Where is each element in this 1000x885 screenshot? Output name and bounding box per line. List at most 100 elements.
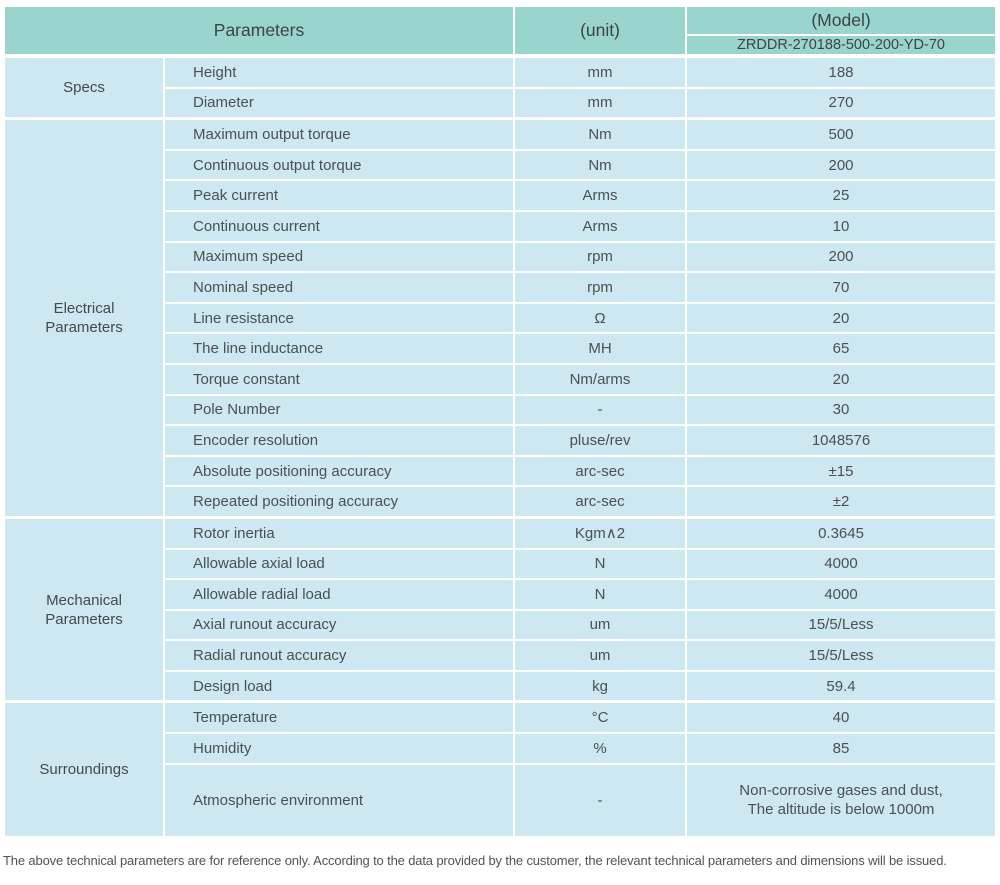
value-cell: 188 <box>685 55 998 89</box>
param-name-cell: Line resistance <box>162 301 516 335</box>
value-line-2: The altitude is below 1000m <box>747 801 935 819</box>
section-label-surroundings: Surroundings <box>3 700 165 838</box>
value-cell: 15/5/Less <box>685 608 998 642</box>
value-cell: ±15 <box>685 454 998 488</box>
param-name-cell: Nominal speed <box>162 271 516 304</box>
table-row: Allowable radial load N 4000 <box>4 578 998 611</box>
table-row: Radial runout accuracy um 15/5/Less <box>4 639 998 672</box>
value-cell: 200 <box>685 240 998 274</box>
param-name-cell: Axial runout accuracy <box>162 608 516 642</box>
unit-cell: um <box>513 639 688 672</box>
table-header: Parameters (unit) (Model) ZRDDR-270188-5… <box>2 5 998 58</box>
section-label-specs: Specs <box>3 55 165 120</box>
unit-cell: mm <box>513 86 688 120</box>
table-row: Peak current Arms 25 <box>4 179 998 212</box>
table-row: Continuous output torque Nm 200 <box>4 148 998 182</box>
value-cell: 10 <box>685 209 998 243</box>
param-name-cell: Continuous current <box>162 209 516 243</box>
param-name-cell: Temperature <box>162 700 516 735</box>
unit-cell: N <box>513 578 688 611</box>
value-cell: ±2 <box>685 485 998 519</box>
unit-cell: Kgm∧2 <box>513 515 688 550</box>
param-name-cell: Allowable axial load <box>162 547 516 581</box>
table-body: Specs Height mm 188 Diameter mm 270 Elec… <box>3 55 998 838</box>
unit-cell: kg <box>513 669 688 703</box>
header-row-1: Parameters (unit) (Model) <box>2 5 998 58</box>
unit-cell: Nm <box>513 148 688 182</box>
param-name-cell: Atmospheric environment <box>162 762 516 838</box>
value-cell: 20 <box>685 362 998 396</box>
footer-note: The above technical parameters are for r… <box>3 852 947 868</box>
value-cell: 70 <box>685 271 998 304</box>
table-row: The line inductance MH 65 <box>4 332 998 365</box>
unit-cell: Nm <box>513 117 688 151</box>
table-row: Surroundings Temperature °C 40 <box>3 700 998 838</box>
table-row: Diameter mm 270 <box>4 86 998 120</box>
table-row: Design load kg 59.4 <box>4 669 998 703</box>
param-name-cell: Encoder resolution <box>162 424 516 457</box>
value-cell: 1048576 <box>685 424 998 457</box>
unit-cell: MH <box>513 332 688 365</box>
param-name-cell: The line inductance <box>162 332 516 365</box>
unit-cell: % <box>513 732 688 765</box>
unit-cell: mm <box>513 55 688 89</box>
table-row: Allowable axial load N 4000 <box>4 547 998 581</box>
unit-cell: rpm <box>513 240 688 274</box>
header-model-number: ZRDDR-270188-500-200-YD-70 <box>685 34 998 58</box>
value-cell: 30 <box>685 393 998 427</box>
value-cell: 20 <box>685 301 998 335</box>
param-name-cell: Allowable radial load <box>162 578 516 611</box>
table-row: Torque constant Nm/arms 20 <box>4 362 998 396</box>
table-row: Specs Height mm 188 <box>3 55 998 120</box>
unit-cell: - <box>513 762 688 838</box>
unit-cell: Arms <box>513 179 688 212</box>
value-cell: 15/5/Less <box>685 639 998 672</box>
unit-cell: N <box>513 547 688 581</box>
unit-cell: um <box>513 608 688 642</box>
header-model: (Model) <box>685 5 998 36</box>
param-name-cell: Maximum output torque <box>162 117 516 151</box>
value-cell: 0.3645 <box>685 515 998 550</box>
value-cell: 200 <box>685 148 998 182</box>
table-row: Pole Number - 30 <box>4 393 998 427</box>
unit-cell: pluse/rev <box>513 424 688 457</box>
param-name-cell: Maximum speed <box>162 240 516 274</box>
param-name-cell: Rotor inertia <box>162 515 516 550</box>
table-row: Nominal speed rpm 70 <box>4 271 998 304</box>
value-cell: Non-corrosive gases and dust, The altitu… <box>685 762 998 838</box>
table-row: Atmospheric environment - Non-corrosive … <box>4 762 998 838</box>
section-label-electrical-parameters: Electrical Parameters <box>3 117 165 519</box>
param-name-cell: Height <box>162 55 516 89</box>
param-name-cell: Diameter <box>162 86 516 120</box>
table-row: Continuous current Arms 10 <box>4 209 998 243</box>
table-row: Mechanical Parameters Rotor inertia Kgm∧… <box>3 515 998 703</box>
param-name-cell: Torque constant <box>162 362 516 396</box>
param-name-cell: Radial runout accuracy <box>162 639 516 672</box>
table-row: Humidity % 85 <box>4 732 998 765</box>
param-name-cell: Pole Number <box>162 393 516 427</box>
table-row: Maximum speed rpm 200 <box>4 240 998 274</box>
value-cell: 59.4 <box>685 669 998 703</box>
value-cell: 270 <box>685 86 998 120</box>
value-cell: 25 <box>685 179 998 212</box>
table-row: Absolute positioning accuracy arc-sec ±1… <box>4 454 998 488</box>
value-cell: 65 <box>685 332 998 365</box>
unit-cell: rpm <box>513 271 688 304</box>
spec-table: Parameters (unit) (Model) ZRDDR-270188-5… <box>2 5 998 838</box>
param-name-cell: Humidity <box>162 732 516 765</box>
table-row: Repeated positioning accuracy arc-sec ±2 <box>4 485 998 519</box>
unit-cell: Arms <box>513 209 688 243</box>
unit-cell: arc-sec <box>513 454 688 488</box>
unit-cell: - <box>513 393 688 427</box>
table-row: Axial runout accuracy um 15/5/Less <box>4 608 998 642</box>
param-name-cell: Continuous output torque <box>162 148 516 182</box>
value-cell: 85 <box>685 732 998 765</box>
param-name-cell: Peak current <box>162 179 516 212</box>
unit-cell: arc-sec <box>513 485 688 519</box>
value-cell: 4000 <box>685 578 998 611</box>
table-row: Encoder resolution pluse/rev 1048576 <box>4 424 998 457</box>
header-row-2: ZRDDR-270188-500-200-YD-70 <box>4 34 998 58</box>
value-cell: 500 <box>685 117 998 151</box>
unit-cell: °C <box>513 700 688 735</box>
unit-cell: Nm/arms <box>513 362 688 396</box>
